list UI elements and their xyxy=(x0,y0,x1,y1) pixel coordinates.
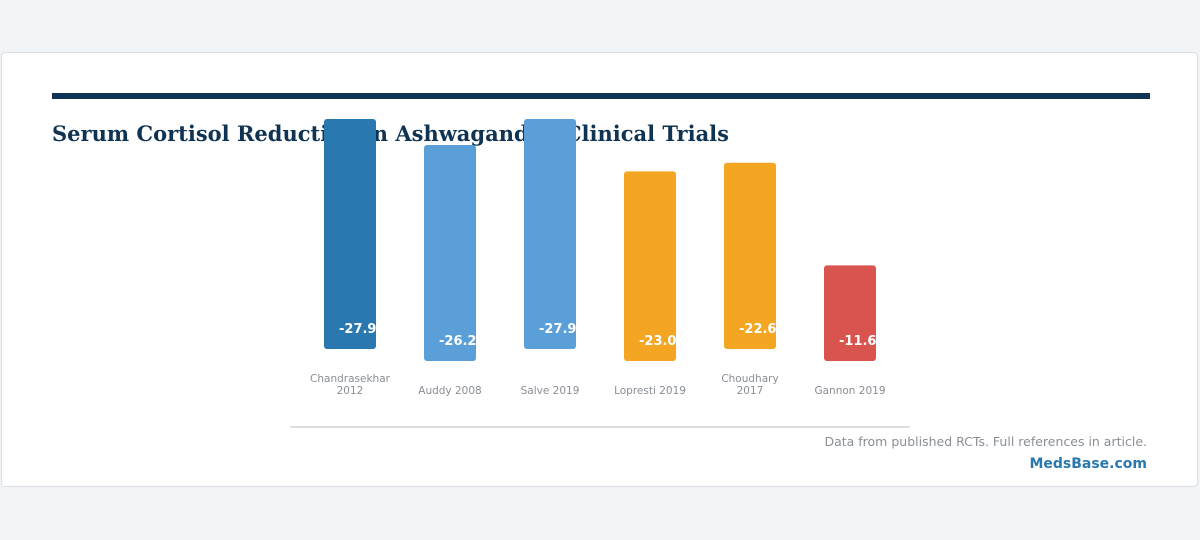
x-tick-label: 2012 xyxy=(337,385,364,397)
x-tick-label: Salve 2019 xyxy=(521,385,580,397)
x-tick-label: Chandrasekhar xyxy=(310,373,391,385)
bar[interactable] xyxy=(524,119,576,349)
bar[interactable] xyxy=(824,265,876,361)
bar[interactable] xyxy=(724,162,776,349)
bar-group: -11.6 Gannon 2019 xyxy=(814,265,886,397)
source-footnote: Data from published RCTs. Full reference… xyxy=(824,434,1147,449)
chart-title: Serum Cortisol Reduction in Ashwagandha … xyxy=(52,121,729,146)
data-label: -22.6 xyxy=(739,322,776,337)
x-tick-label: Choudhary xyxy=(721,373,778,385)
data-label: -27.9 xyxy=(539,322,576,337)
bar[interactable] xyxy=(324,119,376,349)
x-tick-label: 2017 xyxy=(737,385,764,397)
chart-card: Serum Cortisol Reduction in Ashwagandha … xyxy=(1,52,1198,487)
bar-group: -26.2 Auddy 2008 xyxy=(418,145,482,397)
data-label: -26.2 xyxy=(439,334,476,349)
bar[interactable] xyxy=(624,171,676,361)
x-tick-label: Auddy 2008 xyxy=(418,385,481,397)
title-rule xyxy=(52,93,1150,99)
data-label: -27.9 xyxy=(339,322,376,337)
data-label: -11.6 xyxy=(839,334,876,349)
bar-group: -27.9 Salve 2019 xyxy=(521,119,580,397)
brand-link[interactable]: MedsBase.com xyxy=(1029,456,1147,472)
bar[interactable] xyxy=(424,145,476,361)
data-label: -23.0 xyxy=(639,334,676,349)
x-tick-label: Lopresti 2019 xyxy=(614,385,686,397)
bar-group: -23.0 Lopresti 2019 xyxy=(614,171,686,397)
x-tick-label: Gannon 2019 xyxy=(814,385,885,397)
